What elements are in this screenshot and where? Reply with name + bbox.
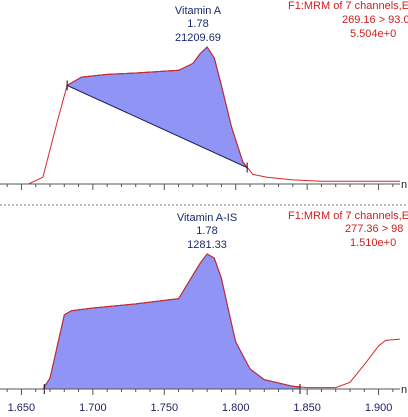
intensity-label: 1.510e+0: [350, 237, 396, 249]
x-tick-label: 1.800: [222, 402, 250, 414]
channel-info-label: F1:MRM of 7 channels,E: [288, 0, 408, 12]
peak-area-label: 1281.33: [187, 239, 227, 251]
chromatogram-panel-vitamin-a: Vitamin A 1.78 21209.69 F1:MRM of 7 chan…: [0, 0, 408, 191]
transition-label: 269.16 > 93.0: [342, 14, 408, 26]
channel-info-label: F1:MRM of 7 channels,E: [288, 210, 408, 222]
chromatogram-panel-vitamin-a-is: Vitamin A-IS 1.78 1281.33 F1:MRM of 7 ch…: [0, 210, 408, 414]
integration-markers: [66, 80, 248, 173]
x-tick-label: 1.650: [8, 402, 36, 414]
x-tick-label: 1.750: [151, 402, 179, 414]
peak-rt-label: 1.78: [187, 18, 208, 30]
x-axis-ticks: [6, 184, 394, 190]
x-tick-label: 1.700: [79, 402, 107, 414]
x-tick-label: 1.850: [293, 402, 321, 414]
x-axis-unit-label: n: [401, 384, 407, 396]
x-axis-unit-label: n: [401, 179, 407, 191]
x-axis-tick-labels: 1.650 1.700 1.750 1.800 1.850 1.900: [8, 402, 393, 414]
x-tick-label: 1.900: [365, 402, 393, 414]
chromatogram-trace: [0, 253, 401, 390]
peak-integration-area: [66, 46, 248, 169]
peak-name-label: Vitamin A-IS: [177, 212, 237, 224]
peak-name-label: Vitamin A: [175, 5, 222, 17]
intensity-label: 5.504e+0: [350, 28, 396, 40]
peak-area-label: 21209.69: [175, 32, 221, 44]
peak-integration-area: [43, 253, 301, 390]
transition-label: 277.36 > 98: [345, 223, 403, 235]
peak-rt-label: 1.78: [196, 225, 217, 237]
x-axis-ticks: [6, 389, 394, 395]
chromatogram-trace: [0, 46, 400, 185]
